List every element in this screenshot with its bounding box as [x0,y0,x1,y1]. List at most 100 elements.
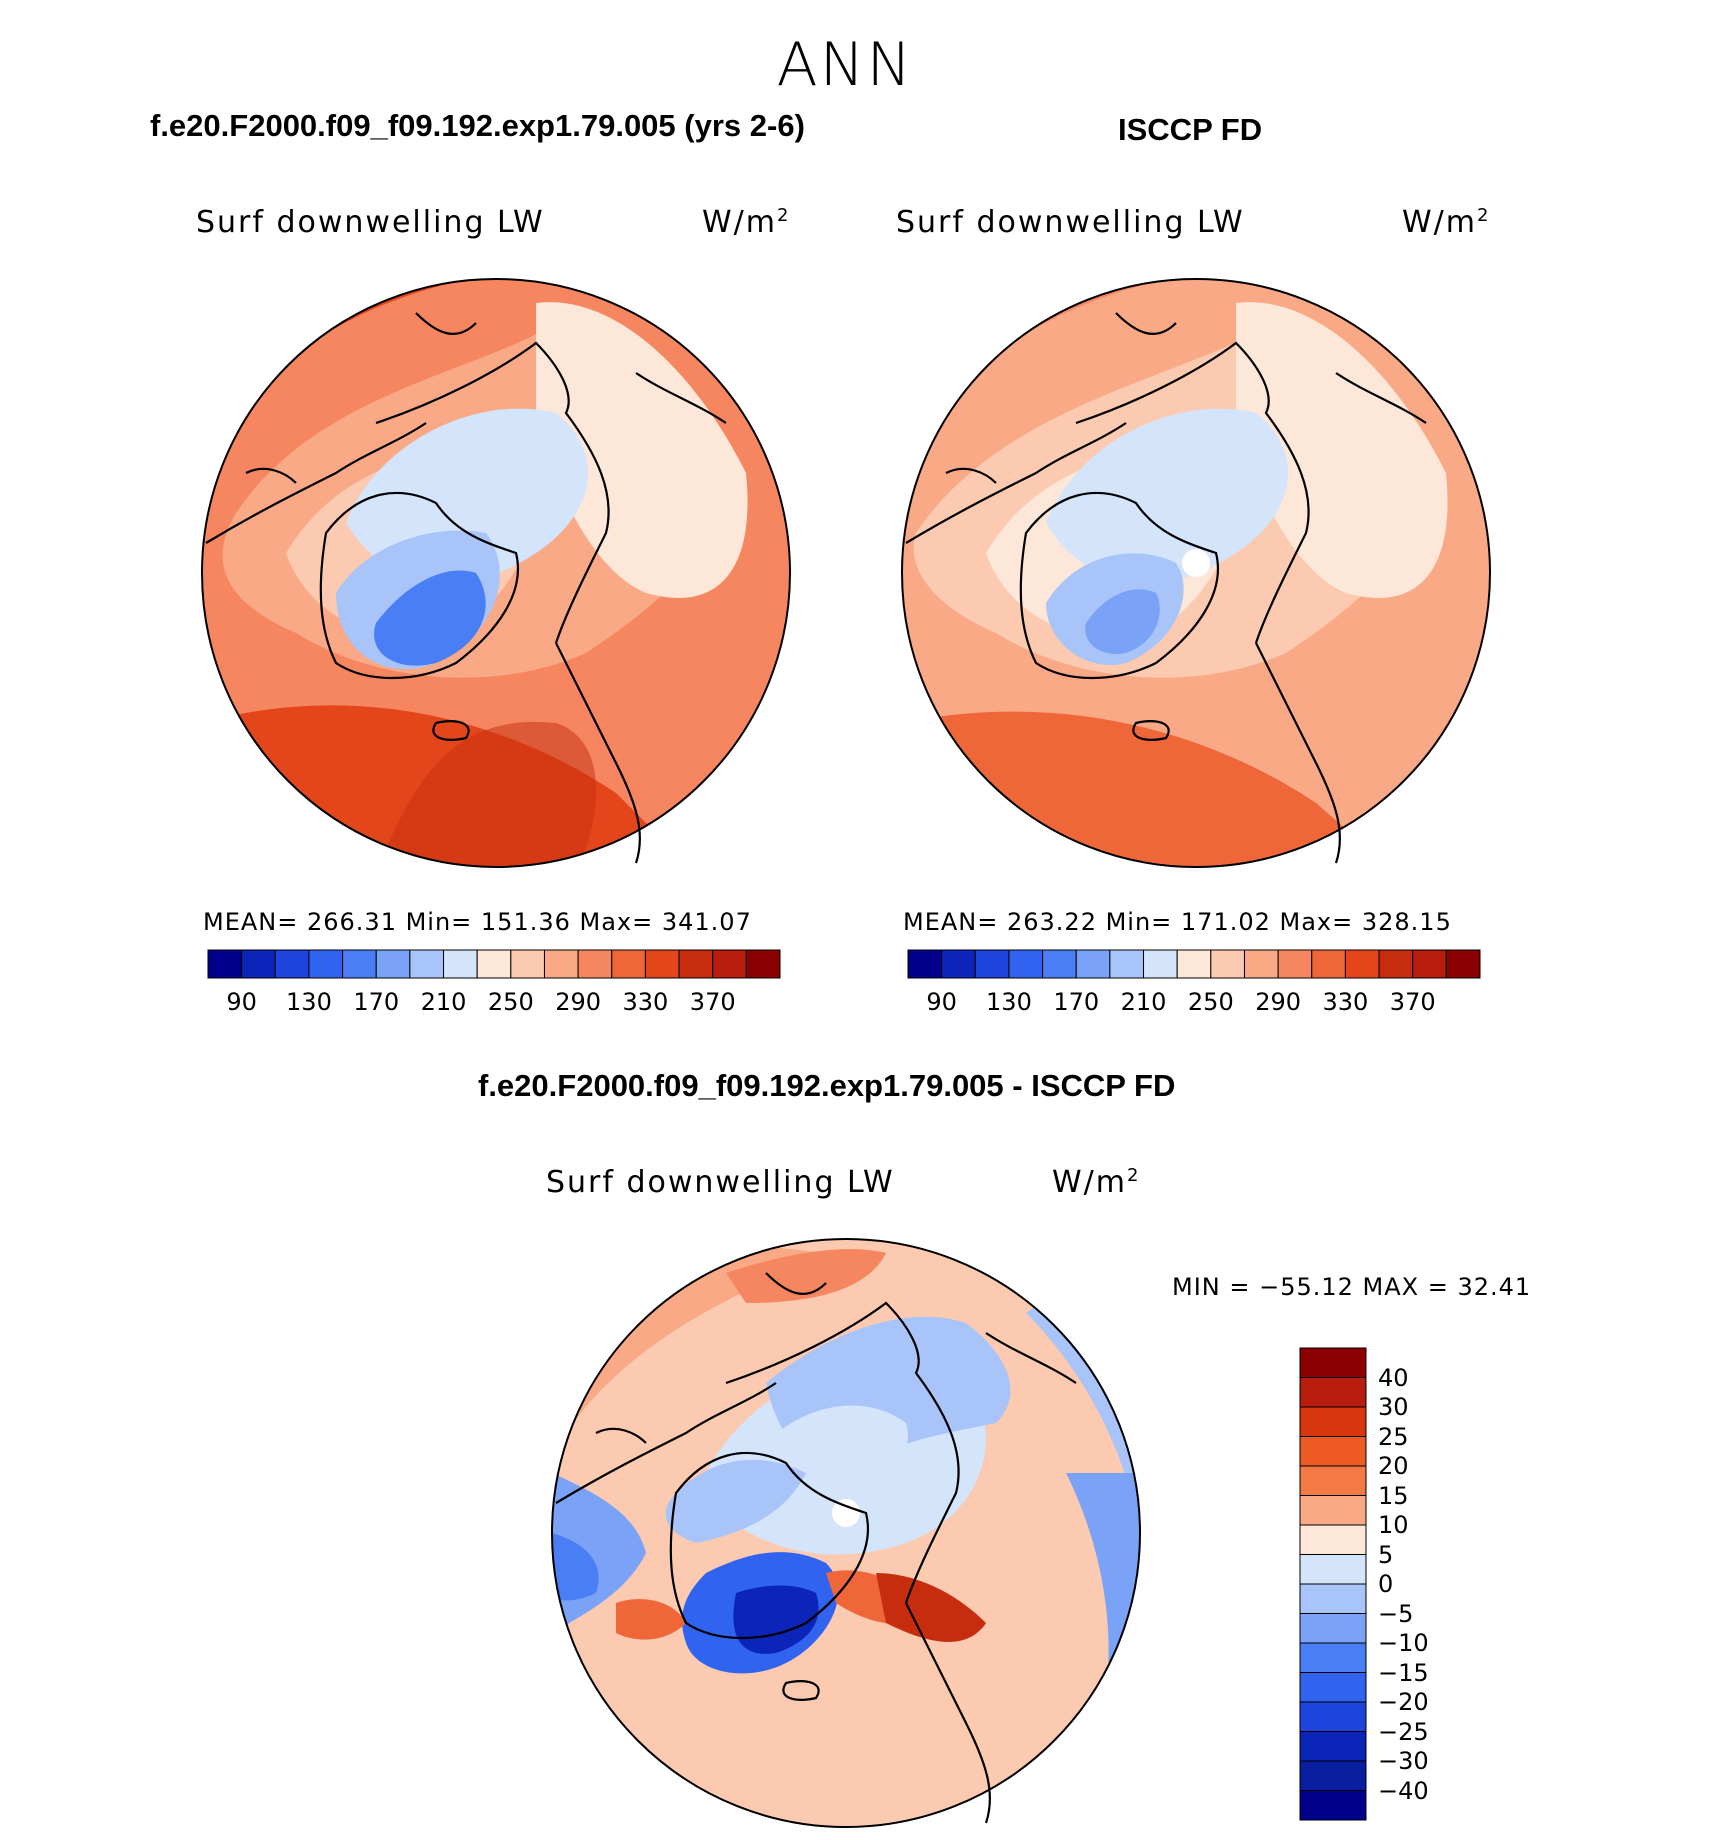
polar-map-model [201,278,791,868]
colorbar-tick-label: 250 [487,988,534,1016]
colorbar-tick-label: −20 [1378,1688,1429,1716]
colorbar-box [611,949,646,979]
colorbar-tick-label: 90 [926,988,957,1016]
colorbar-box [1042,949,1077,979]
colorbar-tick-label: 90 [226,988,257,1016]
colorbar-box [1299,1701,1367,1732]
colorbar-box [1277,949,1313,979]
polar-map-obs [901,278,1491,868]
panel-title-model: f.e20.F2000.f09_f09.192.exp1.79.005 (yrs… [150,108,805,143]
variable-label-model: Surf downwelling LW [196,205,545,240]
colorbar-tick-label: 170 [1053,988,1100,1016]
colorbar-box [1299,1495,1367,1526]
colorbar-model [207,949,781,979]
colorbar-box [1299,1554,1367,1585]
units-label-diff: W/m2 [1052,1165,1141,1200]
stats-obs: MEAN= 263.22 Min= 171.02 Max= 328.15 [903,908,1452,936]
colorbar-tick-label: 130 [286,988,332,1016]
colorbar-tick-label: 210 [1120,988,1167,1016]
colorbar-box [443,949,478,979]
colorbar-tick-label: 10 [1378,1511,1409,1539]
polar-map-diff [551,1238,1141,1828]
colorbar-box [974,949,1010,979]
panel-title-obs: ISCCP FD [1118,112,1263,147]
season-title: ANN [776,30,914,100]
variable-label-diff: Surf downwelling LW [546,1165,895,1200]
colorbar-tick-label: 30 [1378,1393,1409,1421]
colorbar-box [1210,949,1245,979]
colorbar-box [1109,949,1145,979]
stats-diff: MIN = −55.12 MAX = 32.41 [1172,1273,1532,1301]
units-label-obs: W/m2 [1402,205,1491,240]
colorbar-tick-label: 25 [1378,1422,1409,1451]
colorbar-box [476,949,512,979]
colorbar-box [1344,949,1380,979]
colorbar-box [1299,1465,1367,1496]
colorbar-box [1299,1642,1367,1673]
colorbar-box [941,949,976,979]
colorbar-tick-label: 330 [622,988,669,1016]
colorbar-box [907,949,943,979]
colorbar-box [1299,1790,1367,1821]
colorbar-tick-label: −25 [1378,1717,1429,1746]
colorbar-box [1143,949,1178,979]
colorbar-box [1299,1760,1367,1791]
colorbar-box [644,949,680,979]
colorbar-box [678,949,714,979]
colorbar-tick-label: −30 [1378,1747,1429,1775]
colorbar-tick-label: 20 [1378,1452,1409,1480]
colorbar-box [342,949,377,979]
colorbar-tick-label: −5 [1378,1599,1414,1628]
colorbar-box [1299,1583,1367,1614]
colorbar-box [1299,1436,1367,1467]
colorbar-tick-label: 170 [353,988,400,1016]
colorbar-tick-label: −40 [1378,1776,1429,1805]
panel-title-diff: f.e20.F2000.f09_f09.192.exp1.79.005 - IS… [478,1068,1176,1103]
colorbar-box [745,949,781,979]
colorbar-tick-label: 5 [1378,1540,1394,1569]
colorbar-tick-label: 370 [689,988,736,1016]
colorbar-box [1412,949,1447,979]
colorbar-box [712,949,747,979]
colorbar-tick-label: 0 [1378,1570,1394,1598]
colorbar-box [409,949,445,979]
colorbar-obs [907,949,1481,979]
colorbar-box [1075,949,1111,979]
colorbar-tick-label: 290 [1255,988,1302,1016]
colorbar-box [1299,1524,1367,1555]
stats-model: MEAN= 266.31 Min= 151.36 Max= 341.07 [203,908,752,936]
colorbar-tick-label: 40 [1378,1363,1409,1392]
colorbar-tick-label: 290 [555,988,602,1016]
colorbar-box [274,949,310,979]
colorbar-tick-label: 210 [420,988,467,1016]
colorbar-box [1243,949,1279,979]
colorbar-box [1299,1613,1367,1644]
colorbar-tick-label: 250 [1187,988,1234,1016]
units-label-model: W/m2 [702,205,791,240]
colorbar-box [375,949,411,979]
colorbar-tick-label: −15 [1378,1658,1429,1687]
colorbar-tick-label: 370 [1389,988,1436,1016]
variable-label-obs: Surf downwelling LW [896,205,1245,240]
colorbar-box [1299,1672,1367,1703]
colorbar-box [1176,949,1212,979]
colorbar-box [1445,949,1481,979]
colorbar-tick-label: 330 [1322,988,1369,1016]
colorbar-box [1299,1731,1367,1762]
colorbar-box [510,949,545,979]
colorbar-box [207,949,243,979]
colorbar-box [1008,949,1044,979]
colorbar-box [241,949,276,979]
colorbar-box [1299,1347,1367,1378]
colorbar-box [543,949,579,979]
colorbar-box [577,949,613,979]
colorbar-tick-label: −10 [1378,1629,1429,1657]
colorbar-box [1311,949,1346,979]
colorbar-diff [1299,1347,1367,1821]
colorbar-tick-label: 15 [1378,1481,1409,1510]
colorbar-tick-label: 130 [986,988,1032,1016]
colorbar-box [1378,949,1414,979]
colorbar-box [1299,1377,1367,1408]
colorbar-box [1299,1406,1367,1437]
colorbar-box [308,949,344,979]
